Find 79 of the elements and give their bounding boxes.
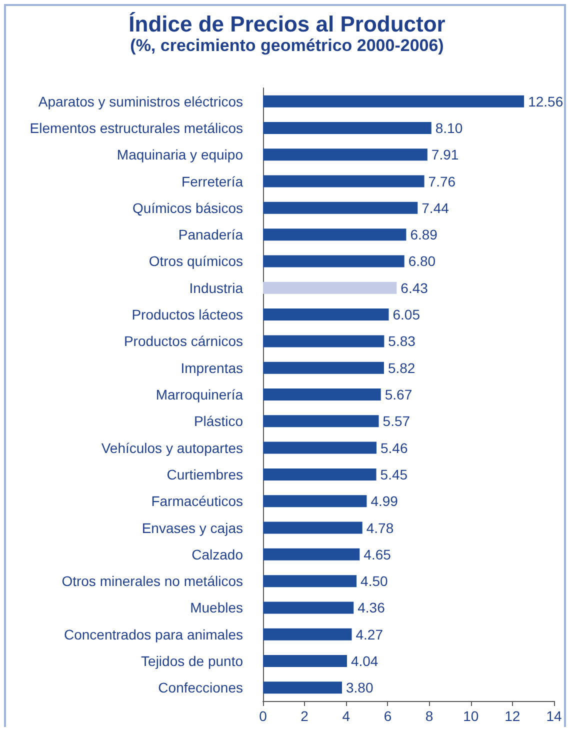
data-label: 5.45	[380, 466, 408, 482]
bar	[263, 122, 432, 134]
y-tick-label: Calzado	[192, 546, 244, 562]
y-tick-label: Curtiembres	[166, 466, 243, 482]
chart-subtitle: (%, crecimiento geométrico 2000-2006)	[130, 36, 444, 55]
data-label: 4.36	[358, 600, 386, 616]
y-tick-label: Tejidos de punto	[141, 653, 244, 670]
x-tick-label: 10	[463, 708, 479, 724]
data-label: 3.80	[346, 680, 374, 696]
y-tick-label: Ferretería	[182, 173, 244, 190]
x-tick-label: 4	[342, 708, 350, 724]
data-label: 8.10	[435, 120, 463, 136]
y-tick-label: Confecciones	[158, 680, 243, 696]
bar	[263, 415, 379, 428]
bar	[263, 308, 389, 321]
data-label: 7.76	[428, 173, 456, 190]
data-label: 4.99	[370, 493, 398, 510]
data-label: 6.05	[392, 306, 420, 323]
y-tick-label: Envases y cajas	[142, 520, 243, 536]
bar	[263, 175, 424, 188]
data-label: 5.57	[382, 413, 410, 430]
y-tick-label: Plástico	[194, 413, 244, 430]
bar	[263, 282, 397, 294]
chart-title: Índice de Precios al Productor	[128, 12, 446, 36]
y-tick-label: Productos lácteos	[132, 306, 243, 323]
data-label: 12.56	[528, 93, 564, 110]
y-tick-label: Marroquinería	[156, 386, 244, 402]
y-tick-label: Panadería	[178, 226, 244, 243]
data-label: 6.43	[400, 280, 428, 296]
y-tick-label: Maquinaria y equipo	[116, 146, 244, 163]
bar	[263, 575, 357, 588]
bar	[263, 468, 376, 480]
bar	[263, 335, 384, 348]
data-label: 7.91	[431, 146, 459, 163]
x-tick-label: 6	[384, 708, 392, 724]
data-label: 4.65	[364, 546, 392, 562]
bar	[263, 202, 418, 214]
x-tick-label: 8	[425, 708, 434, 724]
bar	[263, 628, 352, 640]
y-tick-label: Muebles	[190, 600, 243, 616]
x-tick-label: 2	[300, 708, 309, 724]
x-tick-label: 14	[546, 708, 562, 724]
data-label: 6.89	[410, 226, 438, 243]
data-label: 5.82	[388, 360, 416, 376]
bar	[263, 495, 367, 508]
data-label: 5.46	[380, 440, 408, 456]
y-tick-label: Farmacéuticos	[151, 493, 243, 510]
bar	[263, 228, 406, 241]
y-tick-label: Químicos básicos	[132, 200, 243, 216]
bar	[263, 655, 347, 668]
bar	[263, 602, 354, 614]
y-tick-label: Imprentas	[180, 360, 243, 376]
data-label: 7.44	[422, 200, 450, 216]
data-label: 5.67	[384, 386, 412, 402]
y-tick-label: Aparatos y suministros eléctricos	[38, 93, 243, 110]
data-label: 4.27	[356, 626, 384, 642]
bar	[263, 548, 360, 560]
data-label: 4.78	[366, 520, 394, 536]
y-tick-label: Otros minerales no metálicos	[62, 573, 243, 590]
x-tick-label: 0	[259, 708, 268, 724]
y-tick-label: Concentrados para animales	[64, 626, 243, 642]
y-tick-label: Otros químicos	[148, 253, 243, 270]
y-tick-label: Productos cárnicos	[124, 333, 243, 350]
bar	[263, 522, 362, 534]
bar	[263, 682, 342, 694]
x-tick-label: 12	[504, 708, 520, 724]
bar	[263, 148, 428, 161]
data-label: 6.80	[408, 253, 436, 270]
y-tick-label: Industria	[189, 280, 244, 296]
data-label: 4.50	[360, 573, 388, 590]
data-label: 5.83	[388, 333, 416, 350]
bar	[263, 255, 404, 268]
bar	[263, 388, 381, 400]
data-label: 4.04	[350, 653, 378, 670]
bar	[263, 362, 384, 374]
bar	[263, 442, 376, 454]
bar	[263, 95, 524, 108]
y-tick-label: Vehículos y autopartes	[101, 440, 243, 456]
y-tick-label: Elementos estructurales metálicos	[30, 120, 243, 136]
